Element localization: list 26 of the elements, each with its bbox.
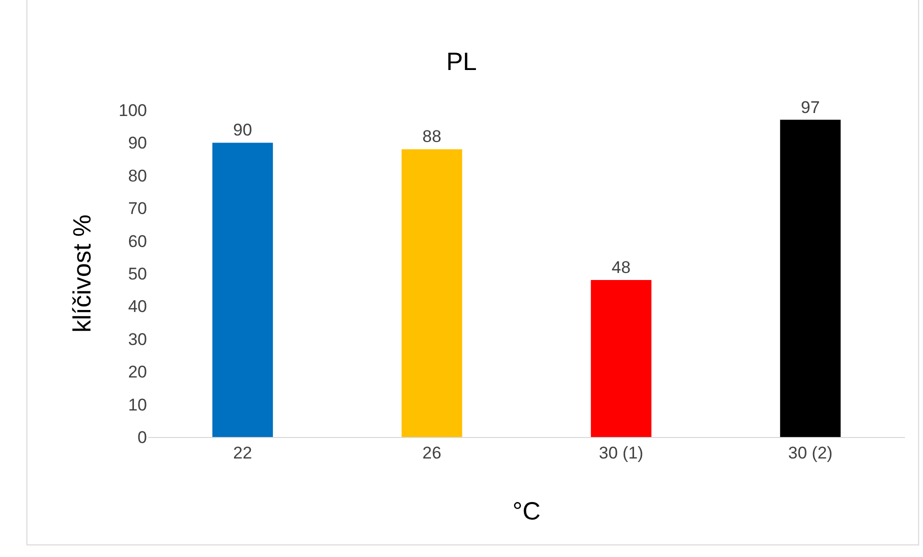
y-tick-label: 80 bbox=[128, 166, 147, 186]
x-tick-label: 22 bbox=[233, 443, 252, 462]
y-tick-label: 10 bbox=[128, 395, 147, 414]
y-tick-label: 30 bbox=[128, 330, 147, 349]
data-label: 88 bbox=[422, 127, 442, 146]
bar bbox=[780, 120, 841, 437]
y-tick-label: 100 bbox=[118, 100, 147, 120]
x-tick-label: 26 bbox=[422, 443, 442, 462]
x-tick-label: 30 (2) bbox=[788, 443, 833, 462]
y-tick-label: 0 bbox=[138, 428, 147, 447]
y-tick-label: 70 bbox=[128, 199, 147, 218]
data-label: 48 bbox=[612, 258, 631, 278]
y-tick-label: 40 bbox=[128, 297, 147, 316]
x-axis-title: °C bbox=[512, 497, 541, 526]
bar bbox=[590, 280, 652, 437]
y-tick-label: 20 bbox=[128, 362, 147, 382]
y-tick-label: 90 bbox=[128, 134, 147, 153]
x-tick-label: 30 (1) bbox=[598, 443, 644, 462]
chart-title: PL bbox=[446, 48, 477, 76]
y-tick-label: 60 bbox=[128, 232, 147, 251]
y-tick-label: 50 bbox=[128, 264, 147, 284]
bar bbox=[402, 149, 462, 437]
data-label: 97 bbox=[800, 98, 820, 117]
bar bbox=[212, 142, 273, 437]
y-axis-title: klíčivost % bbox=[68, 214, 96, 333]
data-label: 90 bbox=[233, 120, 252, 140]
